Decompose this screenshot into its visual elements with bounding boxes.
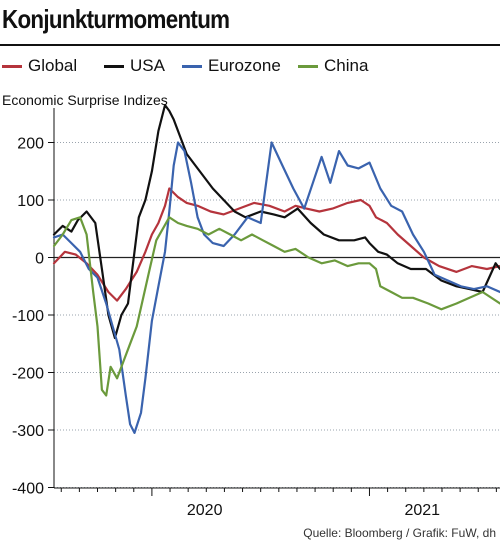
series-line-global — [52, 187, 500, 302]
legend-item-china: China — [298, 56, 368, 76]
y-tick-label: 200 — [17, 136, 44, 153]
legend-swatch-china — [298, 64, 318, 68]
legend-label-global: Global — [28, 56, 78, 75]
y-tick-label: -400 — [12, 481, 44, 498]
legend-item-global: Global — [2, 56, 77, 76]
y-tick-label: -100 — [12, 308, 44, 325]
x-tick-label: 2020 — [187, 502, 223, 519]
series-line-eurozone — [52, 141, 500, 434]
legend-label-eurozone: Eurozone — [208, 56, 281, 75]
y-tick-label: 100 — [17, 193, 44, 210]
title-rule — [0, 44, 500, 46]
chart-title: Konjunkturmomentum — [2, 4, 230, 34]
source-note: Quelle: Bloomberg / Grafik: FuW, dh — [303, 526, 496, 540]
y-tick-label: -300 — [12, 423, 44, 440]
legend-item-usa: USA — [104, 56, 165, 76]
x-tick-label: 2021 — [404, 502, 440, 519]
legend-label-china: China — [324, 56, 369, 75]
y-tick-label: 0 — [35, 251, 44, 268]
series-layer — [52, 104, 500, 434]
legend-swatch-usa — [104, 64, 124, 68]
axis-layer: 200 100 0 -100 -200 -300 -400 2020 2021 — [12, 108, 500, 519]
legend-swatch-eurozone — [182, 64, 202, 68]
legend-item-eurozone: Eurozone — [182, 56, 281, 76]
series-line-china — [52, 216, 500, 397]
chart-subtitle: Economic Surprise Indizes — [2, 92, 168, 108]
series-line-usa — [52, 104, 500, 340]
legend-label-usa: USA — [130, 56, 165, 75]
y-tick-label: -200 — [12, 366, 44, 383]
legend-swatch-global — [2, 64, 22, 68]
